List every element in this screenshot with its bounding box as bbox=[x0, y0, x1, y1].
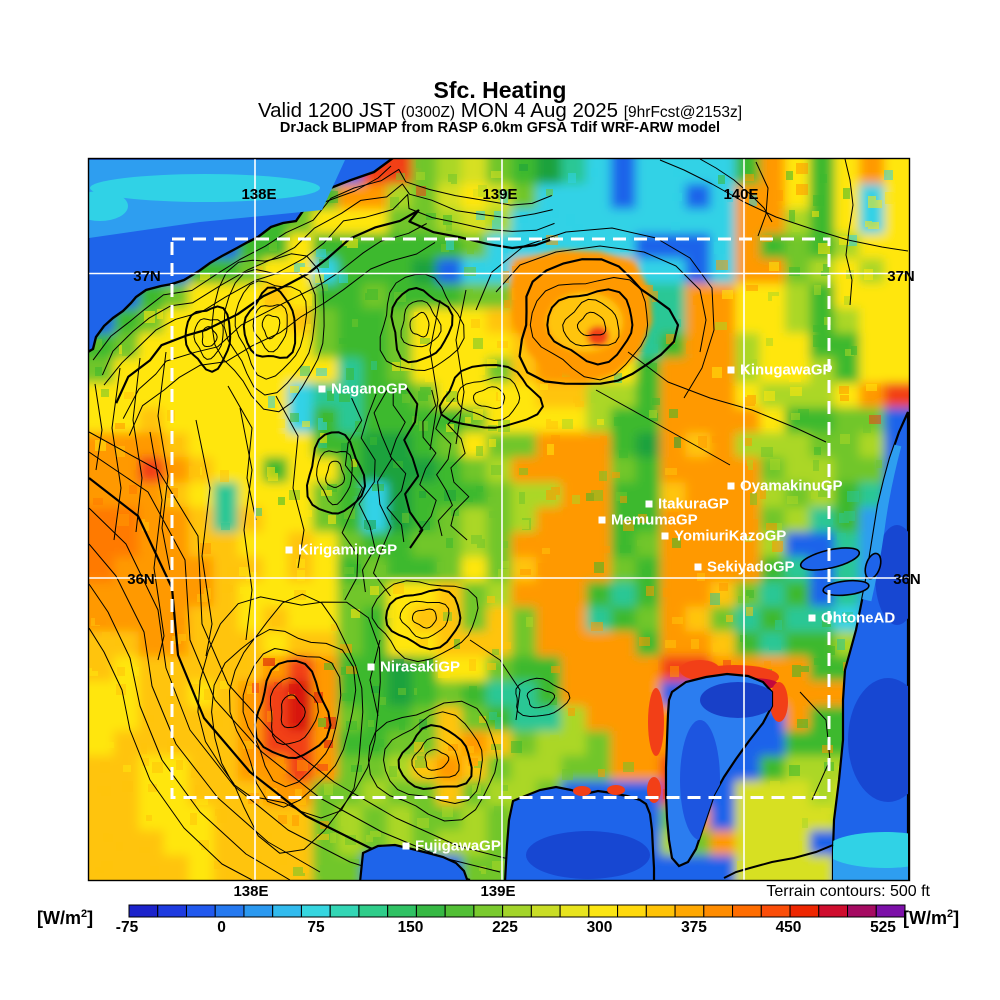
svg-text:139E: 139E bbox=[480, 883, 515, 900]
svg-text:KinugawaGP: KinugawaGP bbox=[740, 362, 833, 379]
svg-text:NaganoGP: NaganoGP bbox=[331, 381, 408, 398]
svg-text:NirasakiGP: NirasakiGP bbox=[380, 659, 460, 676]
svg-text:138E: 138E bbox=[233, 883, 268, 900]
svg-text:YomiuriKazoGP: YomiuriKazoGP bbox=[674, 528, 786, 545]
svg-text:140E: 140E bbox=[723, 186, 758, 203]
svg-text:225: 225 bbox=[492, 919, 518, 936]
svg-text:37N: 37N bbox=[133, 268, 161, 285]
svg-text:FujigawaGP: FujigawaGP bbox=[415, 838, 501, 855]
svg-text:OhtoneAD: OhtoneAD bbox=[821, 610, 895, 627]
svg-text:0: 0 bbox=[217, 919, 226, 936]
svg-text:KirigamineGP: KirigamineGP bbox=[298, 542, 397, 559]
svg-text:150: 150 bbox=[398, 919, 424, 936]
svg-text:138E: 138E bbox=[241, 186, 276, 203]
svg-text:SekiyadoGP: SekiyadoGP bbox=[707, 559, 795, 576]
svg-text:75: 75 bbox=[307, 919, 325, 936]
svg-text:36N: 36N bbox=[127, 571, 155, 588]
svg-text:OyamakinuGP: OyamakinuGP bbox=[740, 478, 843, 495]
svg-text:450: 450 bbox=[776, 919, 802, 936]
svg-text:-75: -75 bbox=[116, 919, 139, 936]
svg-text:139E: 139E bbox=[482, 186, 517, 203]
svg-text:375: 375 bbox=[681, 919, 707, 936]
svg-text:ItakuraGP: ItakuraGP bbox=[658, 496, 729, 513]
svg-text:MemumaGP: MemumaGP bbox=[611, 512, 698, 529]
svg-text:37N: 37N bbox=[887, 268, 915, 285]
svg-text:300: 300 bbox=[587, 919, 613, 936]
svg-text:Terrain contours: 500 ft: Terrain contours: 500 ft bbox=[766, 883, 930, 900]
svg-text:525: 525 bbox=[870, 919, 896, 936]
svg-text:36N: 36N bbox=[893, 571, 921, 588]
